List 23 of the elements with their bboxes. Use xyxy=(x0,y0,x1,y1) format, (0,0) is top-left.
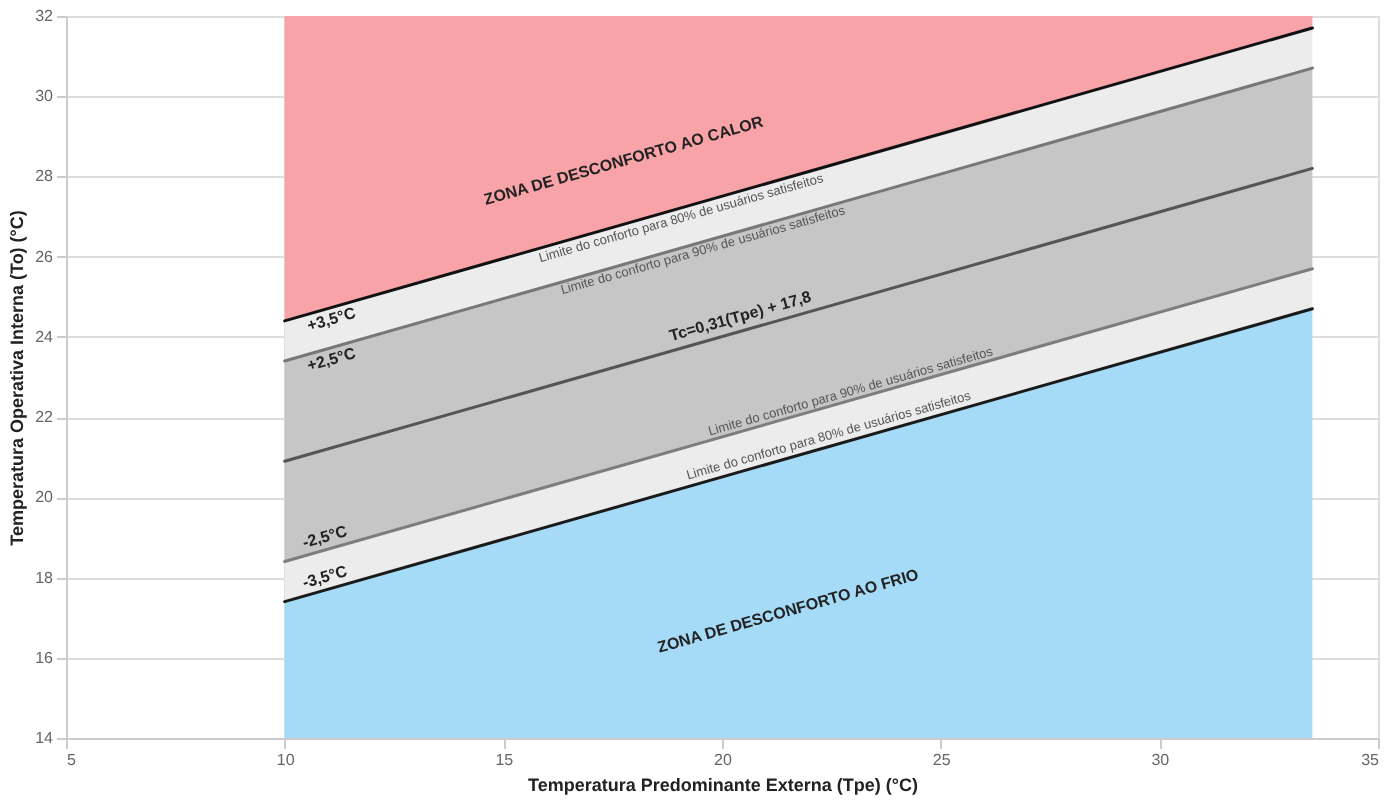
y-tick-label: 20 xyxy=(35,488,55,507)
x-tick-label: 15 xyxy=(495,751,515,769)
y-tick-label: 24 xyxy=(35,327,55,346)
annotation: +3,5°C xyxy=(305,303,359,335)
y-tick-label: 18 xyxy=(35,568,55,587)
x-tick-label: 20 xyxy=(714,751,733,769)
y-tick-label: 14 xyxy=(35,729,55,747)
annotation: +2,5°C xyxy=(305,343,359,375)
x-axis-title: Temperatura Predominante Externa (Tpe) (°C) xyxy=(528,775,918,795)
x-tick-label: 5 xyxy=(67,751,77,769)
y-axis-title: Temperatura Operativa Interna (To) (°C) xyxy=(7,210,28,546)
y-tick-label: 16 xyxy=(35,648,55,667)
x-tick-label: 35 xyxy=(1361,751,1381,769)
annotation: -2,5°C xyxy=(300,521,350,552)
x-tick-label: 30 xyxy=(1151,751,1171,769)
y-tick-label: 22 xyxy=(35,408,55,427)
x-tick-label: 25 xyxy=(932,751,952,769)
y-tick-label: 32 xyxy=(35,7,55,25)
y-tick-label: 26 xyxy=(35,247,55,266)
y-tick-label: 30 xyxy=(35,87,55,106)
annotation: -3,5°C xyxy=(300,562,350,592)
y-tick-label: 28 xyxy=(35,167,55,186)
x-tick-label: 10 xyxy=(276,751,296,769)
